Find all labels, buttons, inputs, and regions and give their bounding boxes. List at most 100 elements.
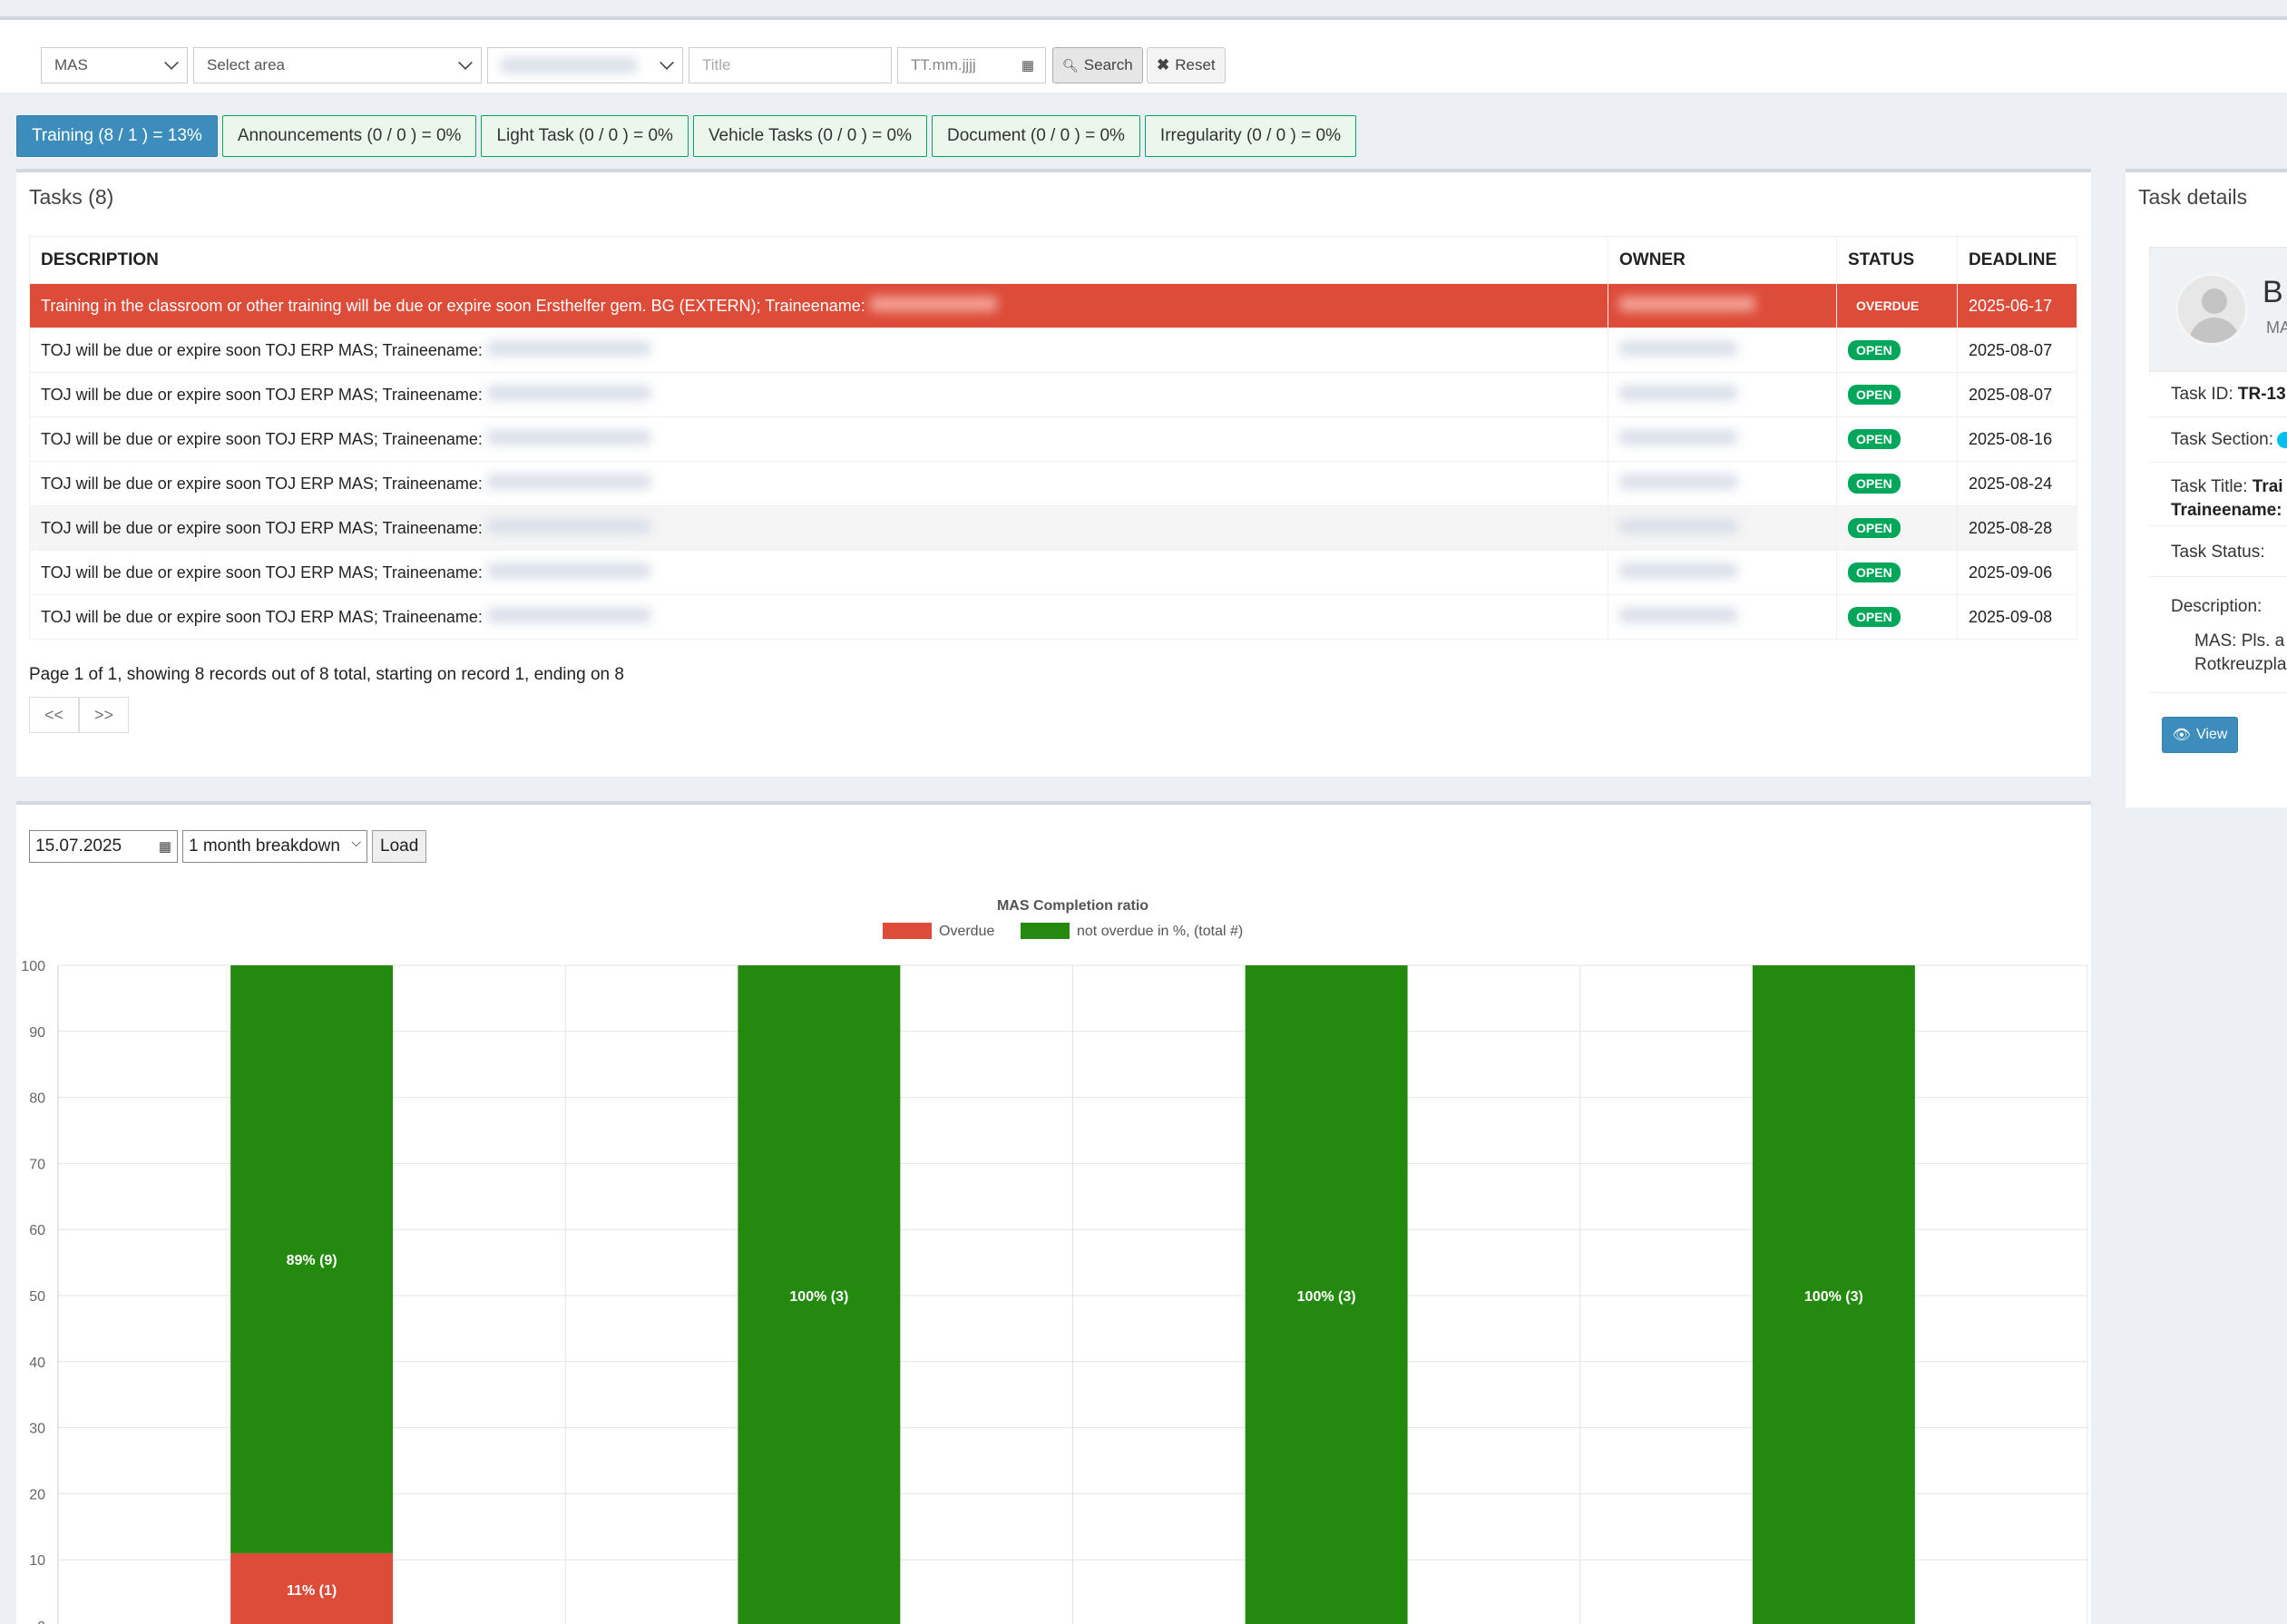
search-button[interactable]: 🔍︎ Search [1052,47,1143,83]
chart-date-value: 15.07.2025 [35,836,122,856]
task-description-cell: TOJ will be due or expire soon TOJ ERP M… [29,372,1608,417]
task-deadline: 2025-08-07 [1957,372,2077,417]
table-row[interactable]: TOJ will be due or expire soon TOJ ERP M… [29,550,2077,595]
avatar [2175,273,2248,346]
legend-swatch-not-overdue [1021,923,1070,939]
breakdown-select[interactable]: 1 month breakdown ⌵ [182,830,367,863]
task-description-cell: TOJ will be due or expire soon TOJ ERP M… [29,550,1608,595]
chevron-down-icon: ⌵ [351,835,361,849]
legend-label-not-overdue: not overdue in %, (total #) [1077,924,1243,939]
data-label-overdue: 11% (1) [287,1583,337,1599]
view-label: View [2195,727,2228,742]
area-group-select[interactable]: MAS [41,47,188,83]
description-label: Description: [2171,597,2263,616]
task-section-label: Task Section: [2171,430,2273,449]
task-title-value: Trai [2252,477,2283,496]
task-title-value-2: Traineename: [2171,501,2282,520]
owner-select[interactable] [487,47,683,83]
data-label-not-overdue: 100% (3) [789,1289,848,1305]
column-header-deadline[interactable]: DEADLINE [1957,236,2077,284]
view-button[interactable]: 👁︎ View [2162,717,2238,753]
task-description-row: Description: MAS: Pls. a Rotkreuzpla [2149,577,2287,693]
profile-card: B MA [2149,247,2287,372]
bar-not-overdue [230,965,394,1553]
owner-redacted [1619,518,1737,533]
chart-date-input[interactable]: 15.07.2025 ▦ [29,830,178,863]
task-owner-cell [1608,283,1837,328]
task-section-row: Task Section: [2149,417,2287,463]
task-title-label: Task Title: [2171,477,2248,496]
task-owner-cell [1608,328,1837,373]
date-input[interactable]: TT.mm.jjjj ▦ [897,47,1046,83]
prev-page-button[interactable]: << [29,697,79,733]
tasks-table: DESCRIPTION OWNER STATUS DEADLINE Traini… [29,236,2077,640]
status-badge: OPEN [1848,518,1901,538]
owner-redacted [1619,340,1737,356]
status-badge: OPEN [1848,474,1901,494]
y-tick-label: 30 [29,1422,45,1437]
tab-light-task[interactable]: Light Task (0 / 0 ) = 0% [481,115,689,157]
area-select[interactable]: Select area [193,47,482,83]
y-tick-label: 70 [29,1157,45,1172]
task-owner-cell [1608,372,1837,417]
table-row[interactable]: TOJ will be due or expire soon TOJ ERP M… [29,328,2077,373]
task-owner-cell [1608,594,1837,640]
load-button[interactable]: Load [372,830,427,863]
title-input[interactable]: Title [689,47,892,83]
table-header-row: DESCRIPTION OWNER STATUS DEADLINE [29,236,2077,284]
eye-icon: 👁︎ [2172,728,2191,743]
status-badge: OPEN [1848,607,1901,627]
task-status-cell: OPEN [1836,416,1958,462]
owner-redacted [1619,607,1737,622]
task-owner-cell [1608,416,1837,462]
bar-overdue [230,1552,394,1624]
owner-redacted [1619,429,1737,445]
reset-button[interactable]: ✖ Reset [1147,47,1226,83]
task-description: TOJ will be due or expire soon TOJ ERP M… [41,340,483,359]
calendar-icon: ▦ [1021,58,1034,73]
tab-vehicle-tasks[interactable]: Vehicle Tasks (0 / 0 ) = 0% [692,115,928,157]
tab-training[interactable]: Training (8 / 1 ) = 13% [16,115,218,157]
task-deadline: 2025-08-16 [1957,416,2077,462]
column-header-description[interactable]: DESCRIPTION [29,236,1608,284]
chart-panel: 0 10 20 30 40 50 60 70 80 90 100 MAS Completion rat… [16,801,2091,1624]
close-icon: ✖ [1157,56,1170,73]
description-line-1: MAS: Pls. a [2194,631,2285,651]
owner-redacted [1619,296,1755,311]
table-row[interactable]: TOJ will be due or expire soon TOJ ERP M… [29,505,2077,551]
task-description: TOJ will be due or expire soon TOJ ERP M… [41,518,483,537]
status-badge: OPEN [1848,563,1901,582]
column-header-status[interactable]: STATUS [1836,236,1958,284]
y-tick-label: 50 [29,1289,45,1305]
table-row[interactable]: Training in the classroom or other train… [29,283,2077,328]
task-deadline: 2025-08-07 [1957,328,2077,373]
tab-announcements[interactable]: Announcements (0 / 0 ) = 0% [221,115,477,157]
bar-not-overdue [1752,965,1915,1624]
task-deadline: 2025-09-08 [1957,594,2077,640]
task-description: TOJ will be due or expire soon TOJ ERP M… [41,607,483,626]
y-tick-label: 80 [29,1091,45,1107]
status-badge: OPEN [1848,385,1901,405]
task-owner-cell [1608,550,1837,595]
chevron-down-icon [164,55,179,70]
column-header-owner[interactable]: OWNER [1608,236,1837,284]
next-page-button[interactable]: >> [79,697,129,733]
table-row[interactable]: TOJ will be due or expire soon TOJ ERP M… [29,461,2077,506]
table-row[interactable]: TOJ will be due or expire soon TOJ ERP M… [29,416,2077,462]
table-row[interactable]: TOJ will be due or expire soon TOJ ERP M… [29,594,2077,640]
area-group-value: MAS [54,56,88,73]
task-id-label: Task ID: [2171,385,2233,404]
task-status-cell: OPEN [1836,461,1958,506]
status-badge: OPEN [1848,340,1901,360]
table-row[interactable]: TOJ will be due or expire soon TOJ ERP M… [29,372,2077,417]
tab-document[interactable]: Document (0 / 0 ) = 0% [932,115,1140,157]
y-tick-label: 10 [29,1553,45,1569]
y-tick-label: 20 [29,1487,45,1502]
chevron-down-icon [660,55,674,70]
task-deadline: 2025-08-28 [1957,505,2077,551]
task-status-row: Task Status: [2149,526,2287,577]
tab-irregularity[interactable]: Irregularity (0 / 0 ) = 0% [1144,115,1356,157]
task-description: TOJ will be due or expire soon TOJ ERP M… [41,429,483,448]
task-deadline: 2025-06-17 [1957,283,2077,328]
task-status-label: Task Status: [2171,543,2265,562]
